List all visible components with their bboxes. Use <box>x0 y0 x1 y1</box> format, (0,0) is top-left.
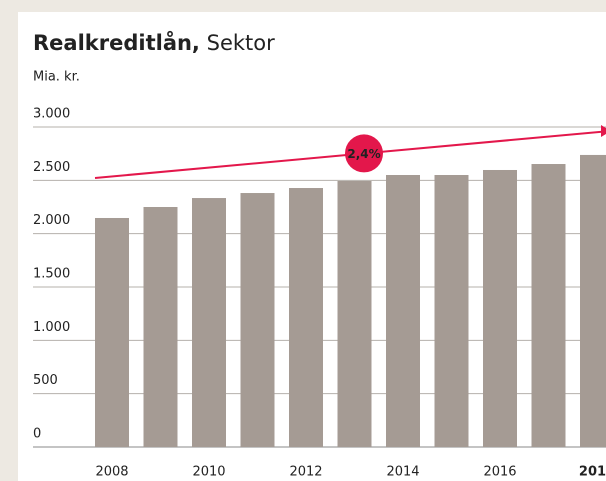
trend-arrow <box>601 125 606 138</box>
y-axis-label: Mia. kr. <box>33 70 80 85</box>
y-tick-label: 2.000 <box>33 213 70 228</box>
chart-title: Realkreditlån, Sektor <box>33 30 275 55</box>
title-bold: Realkreditlån, <box>33 30 200 55</box>
bar <box>95 217 129 447</box>
bar <box>386 175 420 447</box>
y-tick-label: 500 <box>33 373 58 388</box>
x-tick-label: 2014 <box>386 465 419 480</box>
trend-badge <box>345 134 383 173</box>
bar <box>143 207 178 447</box>
y-tick-label: 1.500 <box>33 267 70 282</box>
title-suffix: Sektor <box>207 31 275 55</box>
y-tick-label: 0 <box>33 427 41 442</box>
trend-label: 2,4% <box>347 147 380 161</box>
bar <box>434 175 469 447</box>
x-tick-label: 2012 <box>289 465 322 480</box>
bar <box>192 198 226 447</box>
y-tick-label: 2.500 <box>33 160 70 175</box>
bar <box>483 169 517 447</box>
x-tick-label: 2018 <box>579 465 606 480</box>
bar <box>337 180 372 447</box>
y-tick-label: 3.000 <box>33 107 70 122</box>
x-tick-label: 2010 <box>192 465 225 480</box>
y-tick-label: 1.000 <box>33 320 70 335</box>
bar <box>240 193 275 447</box>
x-tick-label: 2016 <box>483 465 516 480</box>
bar <box>580 154 606 448</box>
x-tick-label: 2008 <box>95 465 128 480</box>
bar <box>289 188 323 447</box>
bar <box>531 164 566 447</box>
